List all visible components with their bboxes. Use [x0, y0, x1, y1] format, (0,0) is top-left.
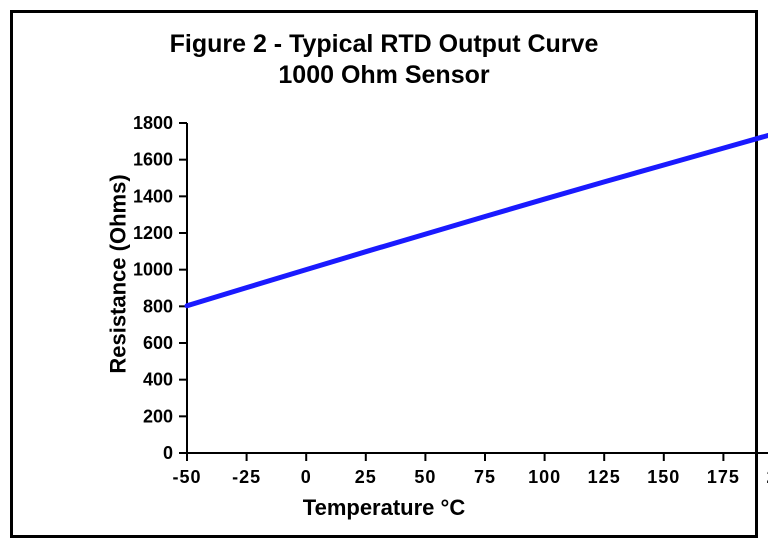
- title-line-1: Figure 2 - Typical RTD Output Curve: [13, 29, 755, 60]
- x-axis-label: Temperature °C: [13, 495, 755, 521]
- x-tick-label: 25: [355, 467, 377, 487]
- x-tick-label: 125: [588, 467, 621, 487]
- y-tick-label: 1600: [133, 150, 173, 170]
- y-tick-label: 1200: [133, 223, 173, 243]
- x-tick-label: 150: [647, 467, 680, 487]
- y-tick-label: 0: [163, 443, 173, 463]
- rtd-curve: [187, 131, 768, 306]
- y-tick-label: 200: [143, 406, 173, 426]
- y-tick-label: 1800: [133, 113, 173, 133]
- y-axis-label: Resistance (Ohms): [106, 174, 132, 373]
- y-tick-label: 1000: [133, 260, 173, 280]
- y-tick-label: 1400: [133, 186, 173, 206]
- y-tick-label: 400: [143, 370, 173, 390]
- y-tick-label: 600: [143, 333, 173, 353]
- x-tick-label: -25: [232, 467, 261, 487]
- x-tick-label: -50: [172, 467, 201, 487]
- x-tick-label: 50: [414, 467, 436, 487]
- y-tick-label: 800: [143, 296, 173, 316]
- title-line-2: 1000 Ohm Sensor: [13, 60, 755, 91]
- x-tick-label: 100: [528, 467, 561, 487]
- plot-area: 020040060080010001200140016001800-50-250…: [137, 113, 733, 443]
- chart-frame: Figure 2 - Typical RTD Output Curve 1000…: [10, 10, 758, 538]
- chart-title: Figure 2 - Typical RTD Output Curve 1000…: [13, 29, 755, 92]
- x-tick-label: 0: [301, 467, 312, 487]
- x-tick-label: 175: [707, 467, 740, 487]
- x-tick-label: 75: [474, 467, 496, 487]
- line-chart-svg: 020040060080010001200140016001800-50-250…: [137, 113, 768, 493]
